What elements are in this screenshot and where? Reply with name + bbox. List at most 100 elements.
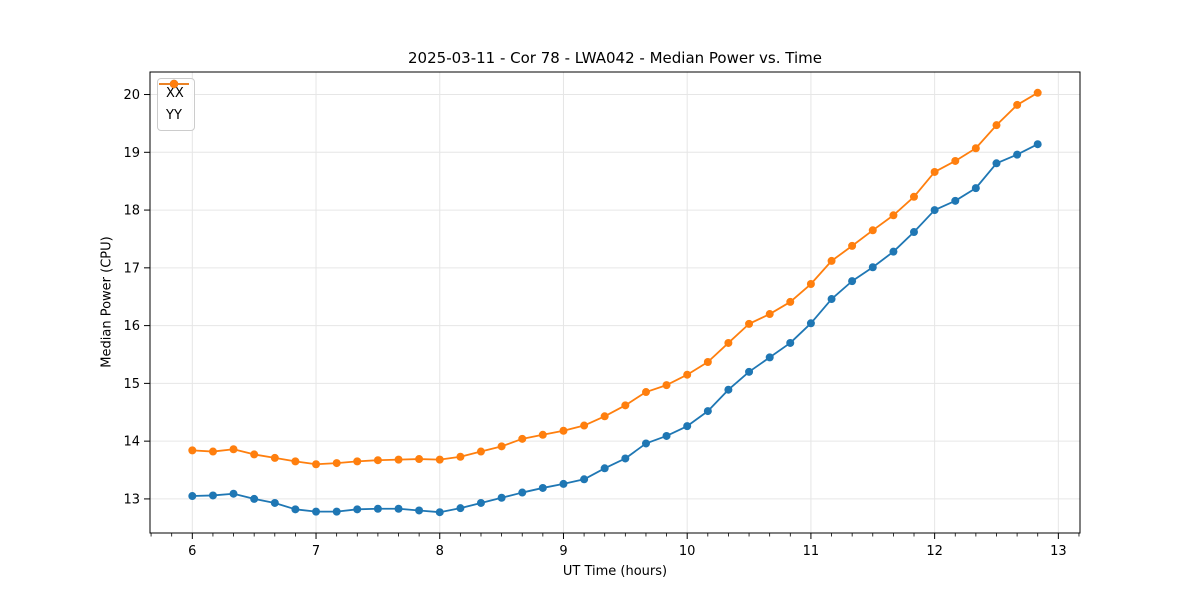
series-xx-marker: [848, 277, 857, 286]
y-tick-label: 14: [123, 435, 140, 450]
y-tick-label: 15: [123, 377, 140, 392]
series-yy-marker: [971, 144, 980, 153]
series-xx-marker: [889, 247, 898, 256]
axis-ticks: [144, 94, 1080, 539]
x-tick-label: 9: [559, 544, 567, 559]
series-xx-marker: [992, 159, 1001, 168]
series-xx-marker: [497, 493, 506, 502]
series-xx-marker: [456, 504, 465, 513]
series-xx-marker: [208, 491, 217, 500]
series-xx-marker: [312, 507, 321, 516]
series-xx-marker: [745, 367, 754, 376]
axis-tick-labels: 13 14 15 16 17 18 19 20 6 7 8 9 10 11 12 13: [123, 88, 1066, 559]
series-yy-marker: [621, 401, 630, 410]
series-yy-line: [192, 92, 1039, 466]
y-tick-label: 19: [123, 146, 140, 161]
y-axis-label: Median Power (CPU): [99, 236, 115, 368]
series-xx-marker: [683, 422, 692, 431]
x-tick-label: 10: [679, 544, 696, 559]
series-yy-marker: [1033, 88, 1042, 97]
x-tick-label: 12: [926, 544, 943, 559]
series-yy-marker: [270, 453, 279, 462]
series-xx-marker: [250, 494, 259, 503]
series-yy-marker: [250, 450, 259, 459]
series-xx-marker: [394, 504, 403, 513]
x-tick-label: 6: [188, 544, 196, 559]
series-yy-marker: [291, 457, 300, 466]
data-series: [188, 88, 1042, 517]
series-xx-marker: [600, 464, 609, 473]
series-yy-marker: [497, 442, 506, 451]
series-yy-marker: [188, 446, 197, 455]
series-yy-marker: [683, 370, 692, 379]
series-yy-marker: [600, 412, 609, 421]
series-yy-marker: [745, 319, 754, 328]
gridlines: [150, 72, 1080, 533]
series-yy-marker: [1013, 100, 1022, 109]
series-yy-marker: [703, 358, 712, 367]
series-xx-marker: [909, 228, 918, 237]
series-xx-marker: [827, 295, 836, 304]
series-yy-marker: [332, 459, 341, 468]
series-xx-marker: [662, 431, 671, 440]
series-yy-marker: [786, 297, 795, 306]
series-xx-marker: [868, 263, 877, 272]
series-yy-marker: [312, 460, 321, 469]
series-yy-marker: [909, 192, 918, 201]
series-xx-marker: [559, 479, 568, 488]
series-yy-marker: [580, 421, 589, 430]
series-xx-marker: [538, 483, 547, 492]
series-xx-marker: [641, 439, 650, 448]
series-yy-marker: [848, 241, 857, 250]
series-yy-marker: [806, 280, 815, 289]
series-yy-marker: [641, 388, 650, 397]
series-xx-marker: [930, 206, 939, 215]
legend-item-yy: YY: [159, 79, 189, 125]
series-xx-marker: [1013, 150, 1022, 159]
y-tick-label: 16: [123, 319, 140, 334]
series-yy-marker: [930, 167, 939, 176]
y-tick-label: 13: [123, 492, 140, 507]
chart-title: 2025-03-11 - Cor 78 - LWA042 - Median Po…: [408, 49, 822, 67]
legend-label-yy: YY: [166, 108, 182, 123]
series-xx-marker: [435, 508, 444, 517]
axes-frame: [149, 71, 1081, 534]
x-axis-label: UT Time (hours): [562, 564, 668, 579]
series-xx-marker: [332, 507, 341, 516]
plot-border: [149, 71, 1081, 534]
series-xx-marker: [270, 498, 279, 507]
series-xx-marker: [786, 338, 795, 347]
series-yy-marker: [208, 447, 217, 456]
series-xx-marker: [291, 505, 300, 514]
series-xx-marker: [373, 504, 382, 513]
series-yy-marker: [229, 445, 238, 454]
series-xx-marker: [415, 506, 424, 515]
series-yy-marker: [353, 457, 362, 466]
series-xx-marker: [703, 407, 712, 416]
series-yy-marker: [456, 452, 465, 461]
y-tick-label: 20: [123, 88, 140, 103]
series-yy: [188, 88, 1042, 469]
series-yy-marker: [868, 226, 877, 235]
series-yy-marker: [435, 455, 444, 464]
y-tick-label: 18: [123, 204, 140, 219]
series-xx-marker: [188, 492, 197, 501]
legend-swatch-yy-icon: [159, 79, 189, 89]
series-xx-marker: [951, 196, 960, 205]
series-xx-marker: [971, 184, 980, 193]
y-tick-label: 17: [123, 261, 140, 276]
series-yy-marker: [724, 338, 733, 347]
series-yy-marker: [538, 430, 547, 439]
x-tick-label: 8: [436, 544, 444, 559]
series-yy-marker: [476, 447, 485, 456]
legend-label-xx: XX: [166, 86, 184, 101]
x-tick-label: 11: [803, 544, 820, 559]
series-yy-marker: [889, 211, 898, 220]
series-yy-marker: [518, 434, 527, 443]
series-yy-marker: [373, 456, 382, 465]
series-yy-marker: [559, 426, 568, 435]
x-tick-label: 13: [1050, 544, 1067, 559]
series-xx: [188, 140, 1042, 517]
